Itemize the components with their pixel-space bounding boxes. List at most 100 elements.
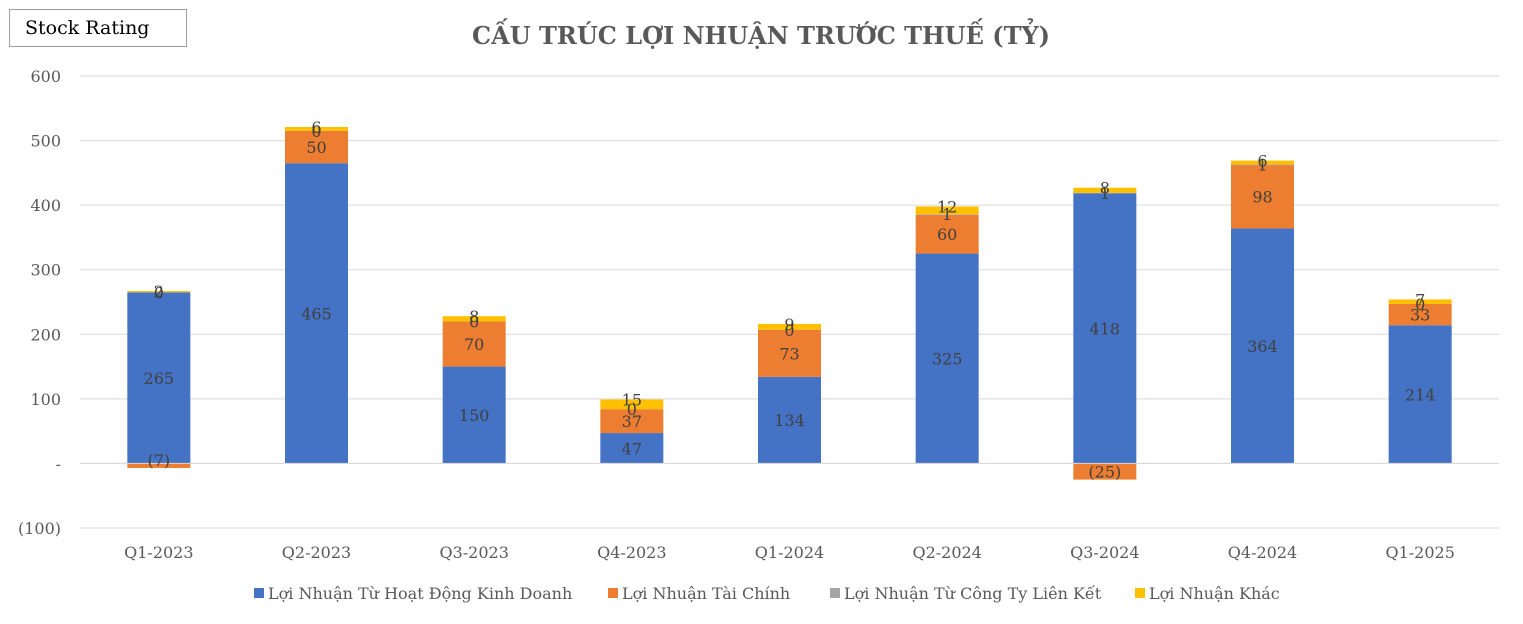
data-label: 33 [1410, 306, 1430, 325]
bar-segment [915, 214, 979, 215]
bar-segment [758, 323, 821, 330]
data-label: 9 [784, 315, 794, 334]
legend-entry: Lợi Nhuận Từ Công Ty Liên Kết [844, 584, 1102, 603]
bar-segment [1231, 164, 1294, 166]
data-label: 12 [937, 197, 957, 216]
y-tick-label: 300 [30, 261, 61, 280]
data-label: 2 [154, 282, 164, 301]
data-label: 73 [779, 344, 799, 363]
bar-segment [1388, 299, 1452, 304]
bar-segment [758, 329, 821, 377]
data-label: 70 [464, 335, 484, 354]
data-labels: 265(7)0246550061507008473701513473093256… [144, 118, 1436, 482]
legend: Lợi Nhuận Từ Hoạt Động Kinh Doanh Lợi Nhu… [254, 584, 1280, 603]
data-label: (25) [1088, 463, 1121, 482]
bar-segment [285, 163, 348, 464]
data-label: 364 [1247, 337, 1278, 356]
data-label: 0 [311, 122, 321, 141]
x-tick-label: Q2-2024 [912, 543, 981, 562]
x-tick-label: Q4-2024 [1228, 543, 1297, 562]
bar-segment [915, 214, 979, 254]
y-tick-label: (100) [18, 519, 61, 538]
legend-swatch [608, 588, 618, 598]
data-label: 0 [784, 321, 794, 340]
x-tick-label: Q1-2024 [755, 543, 824, 562]
y-tick-label: - [56, 454, 61, 473]
data-label: 265 [144, 369, 175, 388]
bar-segment [1073, 192, 1137, 194]
bar-segment [1073, 187, 1137, 193]
bar-segment [127, 291, 191, 293]
data-label: 6 [311, 118, 321, 137]
data-label: 1 [942, 205, 952, 224]
x-tick-label: Q3-2023 [439, 543, 508, 562]
data-label: 6 [1257, 152, 1267, 171]
legend-swatch [830, 588, 840, 598]
bar-segment [1388, 303, 1452, 326]
x-axis: Q1-2023 Q2-2023 Q3-2023 Q4-2023 Q1-2024 Q2-20… [80, 462, 1499, 562]
data-label: 0 [469, 312, 479, 331]
x-tick-label: Q1-2023 [124, 543, 193, 562]
x-tick-label: Q2-2023 [282, 543, 351, 562]
bar-segment [758, 376, 821, 464]
bar-segment [600, 399, 664, 410]
data-label: 98 [1252, 188, 1272, 207]
bar-segment [600, 433, 664, 464]
data-label: 8 [469, 307, 479, 326]
legend-swatch [1135, 588, 1145, 598]
legend-entry: Lợi Nhuận Từ Hoạt Động Kinh Doanh [268, 584, 572, 603]
bar-segment [127, 463, 191, 468]
data-label: 47 [622, 439, 642, 458]
data-label: 1 [1257, 155, 1267, 174]
data-label: 0 [1415, 295, 1425, 314]
x-tick-label: Q1-2025 [1385, 543, 1454, 562]
data-label: 418 [1090, 319, 1121, 338]
bar-segment [127, 292, 191, 464]
data-label: 0 [627, 400, 637, 419]
legend-entry: Lợi Nhuận Khác [1149, 584, 1280, 603]
stock-rating-label: Stock Rating [25, 17, 150, 39]
bar-segment [915, 206, 979, 215]
bar-segment [1388, 325, 1452, 464]
data-label: 150 [459, 406, 490, 425]
stock-rating-badge: Stock Rating [9, 9, 187, 47]
data-label: (7) [147, 451, 170, 470]
data-label: 1 [1100, 184, 1110, 203]
bar-segment [442, 366, 506, 464]
bar-segment [285, 130, 348, 164]
data-label: 8 [1100, 179, 1110, 198]
data-label: 50 [306, 138, 326, 157]
y-axis: (100) - 100 200 300 400 500 600 [18, 67, 61, 538]
y-tick-label: 500 [30, 132, 61, 151]
bar-segment [285, 127, 348, 131]
data-label: 60 [937, 225, 957, 244]
bar-segment [1073, 193, 1137, 464]
data-label: 37 [622, 412, 642, 431]
bar-segment [1231, 228, 1294, 464]
bar-segment [1073, 463, 1137, 480]
data-label: 214 [1405, 385, 1436, 404]
data-label: 15 [622, 391, 642, 410]
chart-title: CẤU TRÚC LỢI NHUẬN TRƯỚC THUẾ (TỶ) [472, 18, 1050, 50]
bars [127, 127, 1452, 480]
y-tick-label: 600 [30, 67, 61, 86]
data-label: 7 [1415, 290, 1425, 309]
bar-segment [442, 316, 506, 322]
bar-segment [442, 321, 506, 367]
legend-entry: Lợi Nhuận Tài Chính [622, 584, 790, 603]
x-tick-label: Q4-2023 [597, 543, 666, 562]
data-label: 134 [774, 411, 805, 430]
y-tick-label: 200 [30, 325, 61, 344]
legend-swatch [254, 588, 264, 598]
bar-segment [1231, 165, 1294, 229]
bar-segment [915, 253, 979, 464]
bar-segment [1231, 160, 1294, 165]
x-tick-label: Q3-2024 [1070, 543, 1139, 562]
y-tick-label: 400 [30, 196, 61, 215]
bar-segment [600, 409, 664, 434]
data-label: 465 [301, 304, 332, 323]
data-label: 0 [154, 283, 164, 302]
data-label: 325 [932, 350, 963, 369]
y-tick-label: 100 [30, 390, 61, 409]
